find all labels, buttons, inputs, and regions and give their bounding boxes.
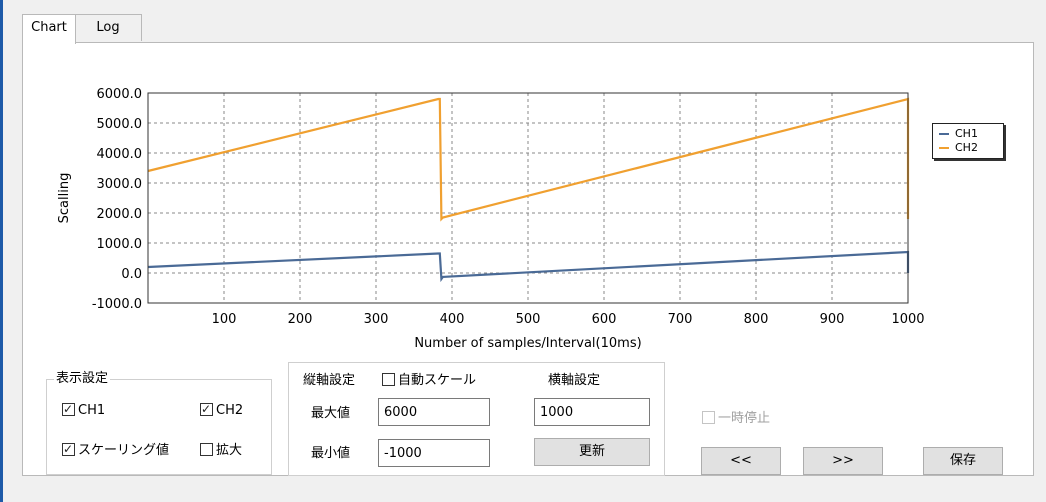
x-tick-label: 300 [364,312,389,327]
ch2-checkbox-label: CH2 [216,403,244,418]
prev-button[interactable]: << [701,447,781,475]
ch2-check-icon [200,401,213,417]
update-button[interactable]: 更新 [534,438,650,466]
chart: 6000.0 5000.0 4000.0 3000.0 2000.0 1000.0 0.0 -… [57,87,925,351]
axis-settings-group [288,362,665,476]
window-left-edge [0,0,3,502]
x-tick-label: 100 [212,312,237,327]
display-settings-title: 表示設定 [54,371,111,387]
zoom-checkbox[interactable]: 拡大 [200,443,242,459]
y-axis-label: Scalling [57,173,72,224]
x-tick-label: 500 [516,312,541,327]
vertical-axis-title: 縦軸設定 [303,373,356,388]
min-value-input[interactable] [378,439,490,467]
legend-swatch-ch1 [939,133,949,135]
legend-item-ch2: CH2 [939,141,978,155]
chart-grid [148,93,908,303]
chart-legend: CH1 CH2 [932,123,1004,159]
pause-checkbox-label: 一時停止 [718,411,771,426]
scaling-checkbox[interactable]: スケーリング値 [62,441,170,459]
chart-tab-panel [22,42,1034,476]
zoom-checkbox-label: 拡大 [216,443,243,458]
max-value-label: 最大値 [311,406,351,421]
y-tick-label: 0.0 [121,267,142,282]
x-tick-label: 600 [592,312,617,327]
x-axis-ticks: 100 200 300 400 500 600 700 800 900 1000 [212,312,925,327]
max-value-input[interactable] [378,398,490,426]
x-axis-label: Number of samples/Interval(10ms) [414,336,641,351]
legend-label-ch1: CH1 [955,127,978,140]
y-tick-label: 3000.0 [97,177,143,192]
y-tick-label: 1000.0 [97,237,143,252]
pause-checkbox[interactable]: 一時停止 [702,411,770,427]
plot-area [147,92,909,304]
y-tick-label: 2000.0 [97,207,143,222]
y-tick-label: 6000.0 [97,87,143,102]
y-axis-ticks: 6000.0 5000.0 4000.0 3000.0 2000.0 1000.0 0.0 -… [92,87,142,312]
x-tick-label: 200 [288,312,313,327]
y-tick-label: -1000.0 [92,297,142,312]
y-tick-label: 4000.0 [97,147,143,162]
x-tick-label: 400 [440,312,465,327]
legend-item-ch1: CH1 [939,127,978,141]
save-button[interactable]: 保存 [923,447,1003,475]
ch1-check-icon [62,401,75,417]
scaling-check-icon [62,441,75,457]
x-tick-label: 1000 [891,312,924,327]
x-tick-label: 700 [668,312,693,327]
display-settings-group [46,379,272,475]
ch1-checkbox[interactable]: CH1 [62,401,106,419]
zoom-check-icon [200,443,213,456]
x-tick-label: 800 [744,312,769,327]
auto-scale-label: 自動スケール [398,373,477,388]
x-tick-label: 900 [820,312,845,327]
tab-chart[interactable]: Chart [22,14,76,44]
horizontal-axis-input[interactable] [534,398,650,426]
next-button[interactable]: >> [803,447,883,475]
y-tick-label: 5000.0 [97,117,143,132]
ch1-checkbox-label: CH1 [78,403,106,418]
min-value-label: 最小値 [311,446,351,461]
scaling-checkbox-label: スケーリング値 [78,443,170,458]
status-strip [3,478,1046,502]
legend-label-ch2: CH2 [955,141,978,154]
legend-swatch-ch2 [939,147,949,149]
tab-log[interactable]: Log [74,14,142,41]
pause-check-icon [702,411,715,424]
auto-scale-checkbox[interactable]: 自動スケール [382,373,476,389]
ch2-checkbox[interactable]: CH2 [200,401,244,419]
horizontal-axis-title: 横軸設定 [548,373,601,388]
auto-scale-check-icon [382,373,395,386]
